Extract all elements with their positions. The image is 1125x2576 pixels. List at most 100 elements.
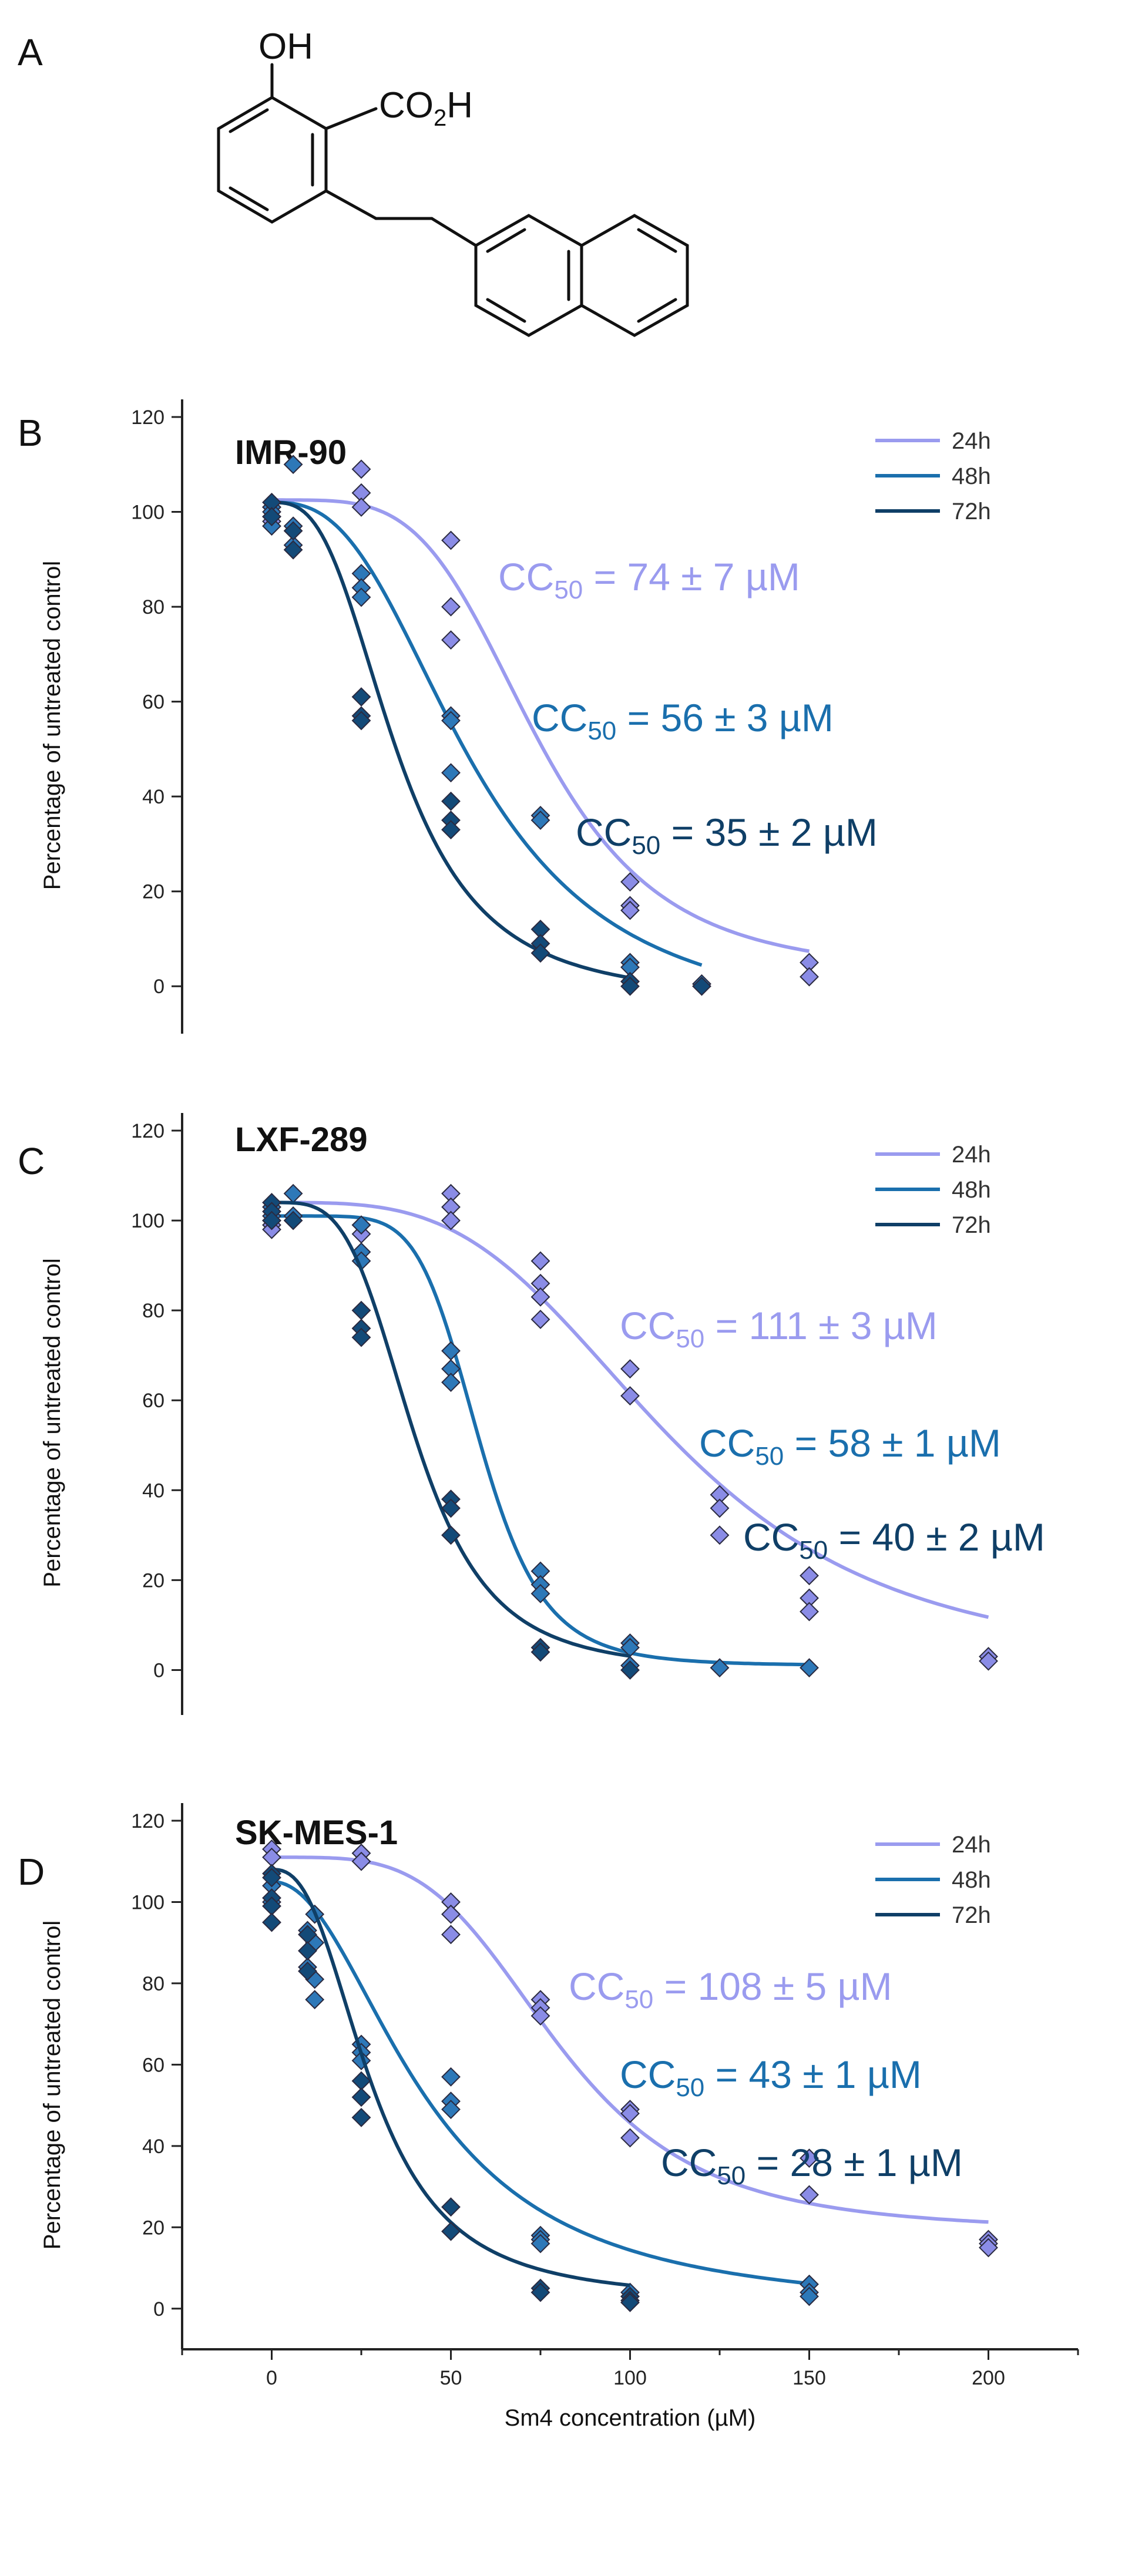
y-tick-label: 120	[131, 1810, 164, 1832]
data-point-24h	[620, 1386, 640, 1405]
carboxyl-main: CO	[379, 85, 434, 126]
y-tick-label: 60	[142, 1390, 164, 1412]
cc50-label-72h: CC50 = 40 ± 2 µM	[743, 1515, 1045, 1565]
chart-panel-imr90: 0 20 40 60 80 100 120 Percentage of untreated c…	[39, 399, 991, 1034]
chart-panel-lxf289: 0 20 40 60 80 100 120 Percentage of untreated c…	[39, 1113, 1045, 1715]
hydroxyl-label: OH	[258, 26, 313, 67]
data-point-24h	[530, 1251, 550, 1271]
legend-label-48h: 48h	[952, 1867, 991, 1893]
data-point-72h	[620, 2292, 640, 2312]
data-point-24h	[800, 2185, 819, 2205]
data-point-72h	[283, 521, 303, 541]
data-point-24h	[979, 1651, 998, 1671]
fit-curve-48h	[271, 500, 703, 967]
y-tick-label: 0	[153, 2298, 164, 2321]
data-point-48h	[441, 763, 461, 783]
y-tick-label: 40	[142, 2136, 164, 2158]
data-point-24h	[620, 2104, 640, 2123]
data-point-48h	[351, 1215, 371, 1235]
ring-left-double-bond-2	[229, 186, 269, 211]
data-point-48h	[530, 1583, 550, 1603]
data-point-72h	[262, 507, 281, 527]
data-point-24h	[620, 2128, 640, 2148]
chemical-structure: OH CO2H	[217, 26, 689, 337]
x-tick-label: 0	[266, 2367, 277, 2389]
y-tick-label: 20	[142, 2217, 164, 2239]
panel-letter-d: D	[18, 1851, 45, 1893]
y-tick-label: 40	[142, 786, 164, 808]
data-point-48h	[283, 455, 303, 475]
legend-label-24h: 24h	[952, 428, 991, 454]
data-point-72h	[351, 1300, 371, 1320]
data-point-24h	[620, 872, 640, 892]
data-point-24h	[441, 1210, 461, 1230]
cc50-subscript: 50	[624, 1985, 653, 2014]
cc50-subscript: 50	[755, 1442, 784, 1471]
y-tick-label: 100	[131, 502, 164, 524]
data-point-48h	[351, 587, 371, 607]
naph-double-1	[486, 228, 526, 253]
x-tick-label: 100	[613, 2367, 647, 2389]
data-point-48h	[800, 1658, 819, 1678]
y-axis-title: Percentage of untreated control	[39, 1921, 65, 2249]
y-tick-label: 20	[142, 881, 164, 903]
data-point-24h	[351, 1851, 371, 1871]
data-point-72h	[262, 1912, 281, 1932]
y-tick-label: 0	[153, 976, 164, 998]
cc50-subscript: 50	[587, 717, 616, 745]
data-point-24h	[979, 2238, 998, 2258]
fit-curve-72h	[271, 500, 631, 980]
legend-label-72h: 72h	[952, 499, 991, 524]
legend-label-72h: 72h	[952, 1902, 991, 1928]
y-tick-label: 60	[142, 691, 164, 714]
cc50-value: = 28 ± 1 µM	[745, 2141, 963, 2184]
data-point-24h	[441, 1925, 461, 1945]
cc50-prefix: CC	[620, 1304, 676, 1347]
data-point-24h	[710, 1498, 730, 1518]
data-point-72h	[351, 2107, 371, 2127]
ethyl-bond-3	[430, 217, 478, 247]
fit-curve-72h	[271, 1200, 630, 1658]
data-point-72h	[530, 2282, 550, 2302]
data-point-72h	[530, 943, 550, 963]
cc50-value: = 56 ± 3 µM	[616, 696, 834, 739]
y-axis-title: Percentage of untreated control	[39, 1258, 65, 1587]
cc50-subscript: 50	[554, 576, 583, 604]
data-point-48h	[710, 1658, 730, 1678]
data-point-24h	[800, 1602, 819, 1622]
data-point-72h	[692, 976, 711, 996]
carboxyl-subscript: 2	[434, 105, 446, 131]
cc50-subscript: 50	[676, 1324, 704, 1353]
data-point-48h	[441, 1373, 461, 1393]
data-point-72h	[351, 1327, 371, 1347]
y-axis-title: Percentage of untreated control	[39, 561, 65, 890]
data-point-72h	[441, 2221, 461, 2241]
legend-label-48h: 48h	[952, 463, 991, 489]
x-tick-label: 150	[792, 2367, 826, 2389]
data-point-72h	[620, 976, 640, 996]
data-point-72h	[530, 1642, 550, 1662]
y-tick-label: 60	[142, 2054, 164, 2076]
data-point-24h	[351, 459, 371, 479]
cc50-prefix: CC	[498, 555, 554, 598]
panel-title: SK-MES-1	[235, 1814, 398, 1852]
cc50-label-48h: CC50 = 56 ± 3 µM	[532, 696, 834, 745]
data-point-72h	[351, 711, 371, 731]
cc50-prefix: CC	[743, 1515, 799, 1559]
cc50-subscript: 50	[717, 2161, 745, 2190]
naph-double-5	[637, 298, 677, 323]
data-point-72h	[441, 820, 461, 840]
cc50-prefix: CC	[620, 2053, 676, 2096]
y-tick-label: 40	[142, 1479, 164, 1502]
panel-letter-a: A	[18, 31, 43, 73]
data-point-72h	[441, 2197, 461, 2217]
data-point-72h	[620, 1660, 640, 1680]
data-point-24h	[530, 2006, 550, 2026]
y-tick-label: 100	[131, 1891, 164, 1913]
y-tick-label: 20	[142, 1569, 164, 1592]
data-point-48h	[441, 2100, 461, 2119]
cc50-prefix: CC	[576, 811, 632, 854]
data-point-48h	[530, 811, 550, 830]
naph-double-4	[637, 228, 677, 253]
